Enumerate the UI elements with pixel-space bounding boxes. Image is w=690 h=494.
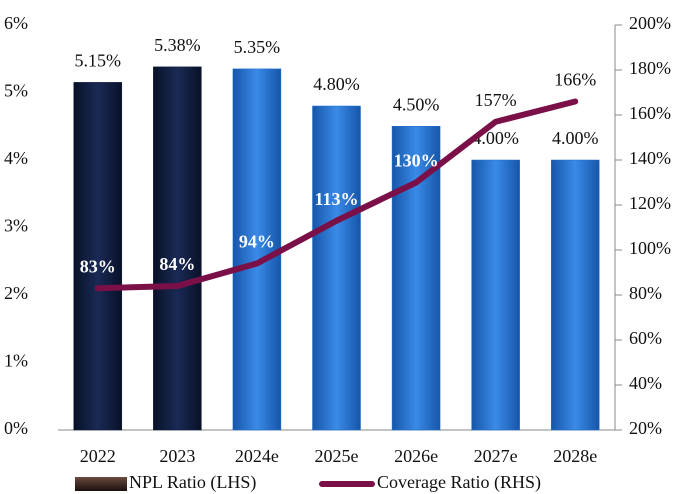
- legend-label: NPL Ratio (LHS): [129, 472, 256, 493]
- x-tick-label: 2028e: [553, 446, 597, 466]
- line-value-label: 113%: [314, 189, 358, 209]
- x-tick-label: 2025e: [315, 446, 359, 466]
- line-value-label: 130%: [394, 151, 439, 171]
- bar: [471, 159, 520, 431]
- y2-tick-label: 100%: [629, 238, 671, 258]
- bar-value-label: 5.35%: [234, 37, 281, 57]
- x-tick-label: 2022: [80, 446, 116, 466]
- bar: [232, 68, 282, 431]
- y2-tick-label: 160%: [629, 103, 671, 123]
- y2-tick-label: 120%: [629, 193, 671, 213]
- bar: [550, 159, 600, 431]
- line-value-label: 94%: [239, 232, 275, 252]
- y2-tick-label: 20%: [629, 418, 662, 438]
- x-tick-label: 2027e: [474, 446, 518, 466]
- bar-value-label: 4.50%: [393, 94, 440, 114]
- y-tick-label: 5%: [4, 81, 28, 101]
- y-tick-label: 1%: [4, 351, 28, 371]
- line-value-label: 166%: [554, 70, 596, 90]
- bar: [312, 105, 361, 431]
- legend-label: Coverage Ratio (RHS): [377, 472, 541, 493]
- bar: [153, 66, 202, 431]
- y2-tick-label: 180%: [629, 58, 671, 78]
- bar: [391, 126, 441, 431]
- coverage-line: [94, 98, 579, 292]
- bar: [73, 82, 123, 431]
- x-tick-label: 2026e: [394, 446, 438, 466]
- line-value-label: 84%: [159, 254, 195, 274]
- x-tick-label: 2023: [159, 446, 195, 466]
- y2-tick-label: 200%: [629, 13, 671, 33]
- y-tick-label: 4%: [4, 148, 28, 168]
- y-tick-label: 0%: [4, 418, 28, 438]
- y-tick-label: 6%: [4, 13, 28, 33]
- bar-value-label: 4.00%: [552, 128, 599, 148]
- line-value-label: 157%: [475, 90, 517, 110]
- y2-tick-label: 40%: [629, 373, 662, 393]
- y-tick-label: 2%: [4, 283, 28, 303]
- bar-value-label: 4.80%: [313, 74, 360, 94]
- bar-value-label: 5.38%: [154, 35, 201, 55]
- line-value-label: 83%: [80, 256, 116, 276]
- x-tick-label: 2024e: [235, 446, 279, 466]
- y-tick-label: 3%: [4, 216, 28, 236]
- y2-tick-label: 60%: [629, 328, 662, 348]
- legend-swatch: [75, 477, 127, 491]
- bar-value-label: 5.15%: [75, 51, 122, 71]
- y2-tick-label: 140%: [629, 148, 671, 168]
- y2-tick-label: 80%: [629, 283, 662, 303]
